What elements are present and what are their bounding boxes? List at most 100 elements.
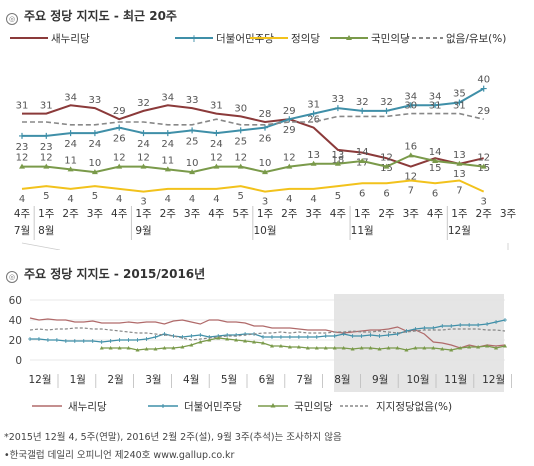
data-label: 4 [67,194,73,205]
annual-month-label: 7월 [296,374,312,386]
series-line-0 [22,104,484,168]
bottom-title-text: 주요 정당 지지도 - 2015/2016년 [24,267,206,281]
data-label: 10 [186,158,199,169]
data-point [91,169,98,175]
data-point [432,102,439,109]
legend-marker: + [189,32,198,45]
data-label: 4 [286,194,292,205]
week-tick-label: 4주 [427,208,444,220]
data-label: 35 [453,89,466,100]
annual-month-label: 5월 [221,374,237,386]
top-title-text: 주요 정당 지지도 - 최근 20주 [24,9,177,23]
footnote-source: •한국갤럽 데일리 오피니언 제240호 www.gallup.co.kr [4,450,235,461]
data-label: 6 [359,188,365,199]
data-label: 10 [89,158,102,169]
annual-point [225,333,230,337]
data-label: 11 [64,155,77,166]
data-point [359,158,366,163]
data-label: 26 [259,134,272,145]
annual-legend-label: 지지정당없음(%) [376,400,452,413]
annual-legend-marker [161,404,165,408]
data-label: 12 [40,153,53,164]
data-point [19,132,25,139]
month-tick-label: 7월 [14,225,30,237]
annual-point [296,335,301,339]
annual-point [404,348,409,352]
annual-month-label: 10월 [406,374,429,386]
data-label: 30 [404,101,417,112]
week-tick-label: 3주 [184,208,201,220]
annual-point [485,344,490,348]
annual-point [36,337,41,341]
data-point [359,107,366,114]
data-label: 26 [113,134,126,145]
annual-point [296,345,301,349]
month-tick-label: 11월 [351,225,374,237]
data-label: 18 [332,155,345,166]
series-line-4 [22,112,484,126]
annual-point [117,338,122,342]
annual-month-label: 6월 [259,374,275,386]
series-line-1 [22,87,485,137]
week-tick-label: 1주 [451,208,468,220]
week-tick-label: 4주 [14,208,31,220]
annual-point [180,335,185,339]
data-label: 33 [186,95,199,106]
data-label: 5 [92,191,98,202]
annual-point [440,324,445,328]
legend-label: 없음/유보(%) [446,32,506,45]
annual-point [332,334,337,338]
top-chart-title: ◎ 주요 정당 지지도 - 최근 20주 [6,7,177,25]
data-point [91,130,98,137]
annual-point [350,347,355,351]
data-point [67,130,74,137]
zoom-guide [21,242,61,250]
data-point [334,160,341,166]
bottom-chart-title: ◎ 주요 정당 지지도 - 2015/2016년 [6,265,205,283]
data-label: 12 [477,153,490,164]
y-tick-label: 40 [9,315,22,327]
series-line-2 [21,179,485,193]
data-label: 12 [404,172,417,183]
annual-point [341,332,346,336]
annual-point [467,323,472,327]
week-tick-label: 3주 [87,208,104,220]
annual-point [422,326,427,330]
data-label: 16 [404,141,417,152]
week-tick-label: 2주 [281,208,298,220]
legend-marker [346,35,352,40]
data-point [480,163,487,169]
data-label: 13 [453,169,466,180]
data-label: 32 [380,97,393,108]
data-label: 26 [307,115,320,126]
annual-legend-label: 더불어민주당 [184,401,242,413]
annual-month-label: 12월 [482,374,505,386]
data-label: 10 [259,158,272,169]
data-label: 23 [16,142,29,153]
data-label: 29 [283,125,296,136]
annual-point [485,322,490,326]
annual-point [90,339,95,343]
annual-point [494,320,499,324]
annual-point [368,346,373,350]
annual-point [278,335,283,339]
week-tick-label: 4주 [330,208,347,220]
y-tick-label: 20 [9,335,22,347]
data-label: 34 [64,92,77,103]
annual-point [63,339,68,343]
annual-legend-marker [270,403,276,408]
annual-point [171,346,176,350]
annual-point [395,346,400,350]
week-tick-label: 3주 [305,208,322,220]
week-tick-label: 2주 [62,208,79,220]
annual-point [476,345,481,349]
y-tick-label: 60 [9,295,22,307]
data-point [189,169,196,175]
annual-point [332,346,337,350]
annual-point [476,323,481,327]
data-point [383,107,390,114]
week-tick-label: 5주 [233,208,250,220]
data-label: 11 [161,155,174,166]
data-point [140,163,147,169]
data-label: 13 [307,150,320,161]
